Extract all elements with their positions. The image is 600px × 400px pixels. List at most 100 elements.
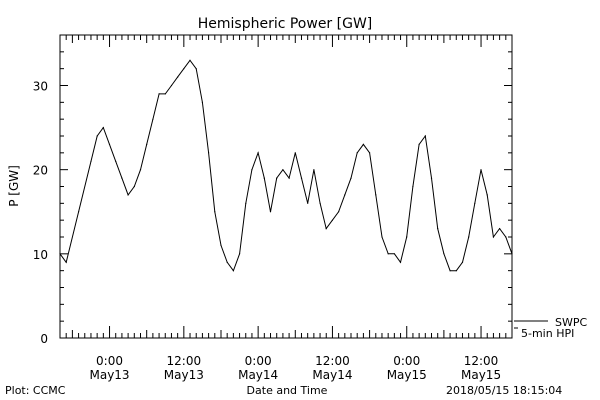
data-point: [152, 118, 154, 120]
data-point: [325, 228, 327, 230]
data-point: [331, 219, 333, 221]
data-point: [208, 152, 210, 154]
x-axis-label: Date and Time: [247, 384, 328, 397]
data-point: [319, 202, 321, 204]
data-point: [78, 211, 80, 213]
plot-timestamp: 2018/05/15 18:15:04: [446, 384, 562, 397]
data-point: [449, 270, 451, 272]
legend-label-hpi: 5-min HPI: [521, 327, 574, 340]
data-point: [350, 177, 352, 179]
y-tick-label: 30: [33, 80, 48, 94]
y-axis-label: P [GW]: [7, 165, 21, 207]
series-line-hpi: [59, 59, 513, 272]
data-point: [300, 177, 303, 179]
data-point: [214, 211, 216, 213]
data-point: [344, 194, 346, 196]
y-tick-label: 0: [40, 332, 48, 346]
data-point: [226, 261, 228, 263]
data-point: [356, 152, 358, 154]
data-point: [282, 169, 284, 171]
data-point: [338, 211, 340, 213]
data-point: [220, 244, 222, 246]
data-point: [189, 59, 191, 61]
data-point: [96, 135, 98, 137]
data-point: [121, 177, 123, 179]
data-point: [108, 143, 111, 145]
data-point: [239, 253, 241, 255]
y-tick-label: 20: [33, 164, 48, 178]
data-point: [406, 236, 408, 238]
data-point: [115, 160, 117, 162]
data-point: [499, 228, 501, 230]
data-point: [381, 236, 383, 238]
x-tick-label-time: 0:00: [245, 354, 272, 368]
data-point: [139, 169, 142, 171]
data-point: [443, 253, 445, 255]
plot-frame: [59, 34, 513, 339]
data-point: [412, 185, 414, 188]
data-point: [195, 68, 197, 70]
data-point: [257, 152, 259, 154]
data-point: [486, 194, 488, 196]
y-tick-label: 10: [33, 248, 48, 262]
data-point: [65, 261, 67, 263]
x-tick-label-date: May15: [461, 368, 501, 382]
x-tick-label-time: 0:00: [96, 354, 123, 368]
data-point: [269, 211, 272, 213]
x-tick-label-date: May15: [387, 368, 427, 382]
data-point: [164, 93, 166, 95]
data-point: [263, 177, 265, 179]
data-point: [90, 160, 92, 162]
data-point: [474, 202, 476, 204]
data-point: [362, 143, 364, 145]
data-point: [201, 101, 203, 103]
data-point: [183, 68, 185, 70]
data-point: [276, 177, 278, 179]
data-point: [288, 177, 290, 179]
data-point: [505, 236, 507, 238]
data-point: [387, 253, 389, 255]
x-tick-label-date: May14: [312, 368, 352, 382]
plot-area: [59, 34, 513, 339]
x-tick-label-date: May13: [164, 368, 204, 382]
data-point: [170, 84, 173, 87]
data-point: [437, 228, 439, 230]
x-tick-label-time: 12:00: [464, 354, 499, 368]
data-point: [232, 270, 234, 272]
plot-credit: Plot: CCMC: [5, 384, 66, 397]
data-point: [245, 202, 247, 204]
x-axis: 0:00May1312:00May130:00May1412:00May140:…: [59, 35, 513, 382]
data-point: [375, 194, 377, 196]
data-point: [418, 143, 420, 145]
legend: SWPC 5-min HPI: [514, 316, 587, 340]
data-point: [424, 135, 426, 137]
data-point: [127, 194, 129, 196]
legend-label-swpc: SWPC: [555, 316, 587, 329]
data-point: [177, 76, 179, 78]
x-tick-label-date: May14: [238, 368, 278, 382]
data-point: [468, 236, 470, 238]
data-point: [455, 270, 457, 272]
data-point: [480, 169, 482, 171]
data-point: [294, 152, 296, 154]
data-point: [430, 177, 433, 179]
x-tick-label-time: 12:00: [315, 354, 350, 368]
x-tick-label-time: 0:00: [393, 354, 420, 368]
y-axis: 0 10 20 30: [33, 34, 512, 346]
data-point: [399, 261, 402, 263]
data-point: [251, 169, 253, 171]
data-point: [158, 93, 160, 95]
data-point: [102, 127, 104, 129]
data-point: [393, 253, 395, 255]
data-point: [313, 169, 315, 171]
x-tick-label-time: 12:00: [167, 354, 202, 368]
data-point: [307, 202, 309, 204]
x-tick-label-date: May13: [89, 368, 129, 382]
data-point: [369, 152, 371, 154]
data-point: [146, 143, 148, 145]
data-point: [492, 236, 494, 238]
data-point: [133, 185, 135, 188]
chart-title: Hemispheric Power [GW]: [198, 16, 373, 32]
data-point: [461, 261, 464, 263]
